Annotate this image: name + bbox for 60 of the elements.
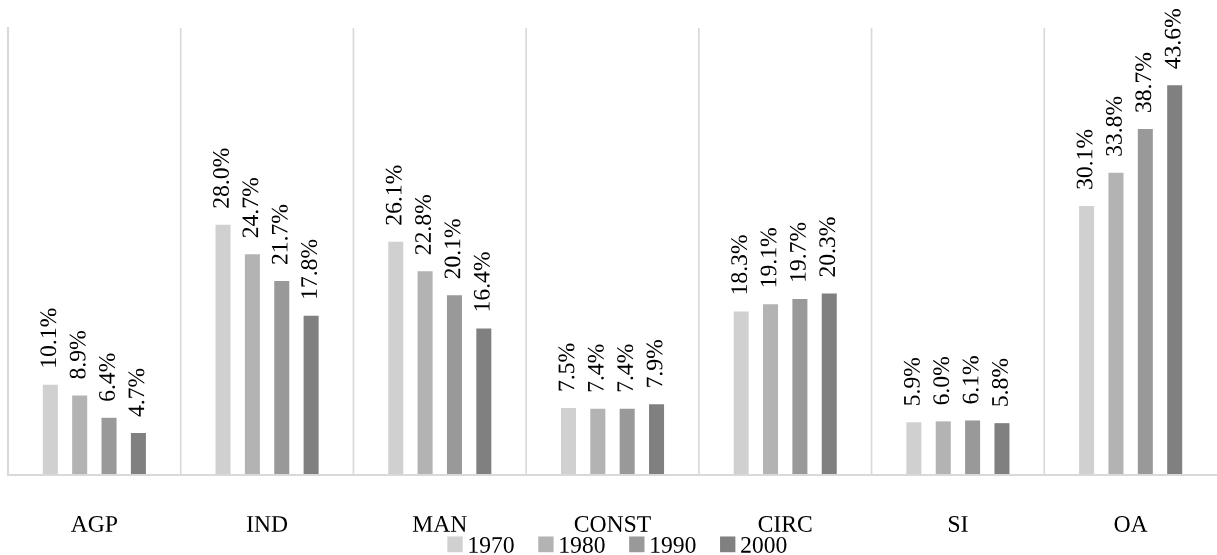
data-label: 43.6% <box>1164 9 1181 69</box>
data-label: 5.8% <box>991 358 1008 406</box>
bar <box>303 315 319 475</box>
bar <box>649 404 665 475</box>
data-label: 6.0% <box>933 357 950 405</box>
bar <box>792 298 808 475</box>
data-label: 6.4% <box>99 353 116 401</box>
x-tick-label: CONST <box>574 516 651 532</box>
legend-label: 1980 <box>560 536 605 553</box>
bar <box>619 408 635 475</box>
data-label: 5.9% <box>903 357 920 405</box>
data-label: 21.7% <box>271 204 288 264</box>
x-tick-label: OA <box>1114 516 1148 532</box>
data-label: 18.3% <box>731 235 748 294</box>
data-label: 28.0% <box>213 148 230 208</box>
data-label: 26.1% <box>385 165 402 225</box>
legend-label: 1970 <box>469 536 514 553</box>
data-label: 7.9% <box>646 340 663 387</box>
bar <box>1167 85 1183 475</box>
bar <box>130 432 146 475</box>
bar <box>763 304 779 475</box>
bar <box>994 423 1010 475</box>
data-label: 19.7% <box>789 222 806 281</box>
data-label: 17.8% <box>301 239 318 298</box>
data-label: 7.4% <box>587 344 604 392</box>
data-label: 19.1% <box>760 228 777 287</box>
bar <box>417 271 433 475</box>
data-label: 4.7% <box>128 368 145 417</box>
bar <box>476 328 492 475</box>
data-label: 38.7% <box>1135 52 1152 112</box>
data-label: 8.9% <box>69 331 86 379</box>
x-tick-label: MAN <box>412 516 467 532</box>
data-label: 33.8% <box>1105 96 1122 156</box>
data-label: 20.1% <box>444 219 461 279</box>
data-label: 30.1% <box>1076 129 1093 189</box>
x-tick-label: CIRC <box>758 516 812 532</box>
data-label: 10.1% <box>40 308 57 367</box>
bar <box>274 281 290 475</box>
data-label: 6.1% <box>962 356 979 404</box>
data-label: 22.8% <box>415 195 432 255</box>
bar <box>72 395 88 475</box>
bar <box>101 417 117 475</box>
bar <box>935 421 951 475</box>
bar <box>1108 172 1124 475</box>
data-label: 16.4% <box>473 252 490 311</box>
bar <box>244 254 260 475</box>
x-tick-label: AGP <box>70 516 118 532</box>
legend-label: 2000 <box>741 536 787 553</box>
bar <box>446 295 462 475</box>
data-label: 7.4% <box>617 344 634 392</box>
x-tick-label: IND <box>246 516 288 532</box>
data-label: 7.5% <box>558 343 575 391</box>
bar <box>965 420 981 475</box>
legend-label: 1990 <box>651 536 696 553</box>
data-label: 24.7% <box>242 178 259 238</box>
bar <box>1137 129 1153 475</box>
data-label: 20.3% <box>819 217 836 277</box>
bar <box>821 293 837 475</box>
x-tick-label: SI <box>949 516 968 532</box>
bar <box>590 408 606 475</box>
